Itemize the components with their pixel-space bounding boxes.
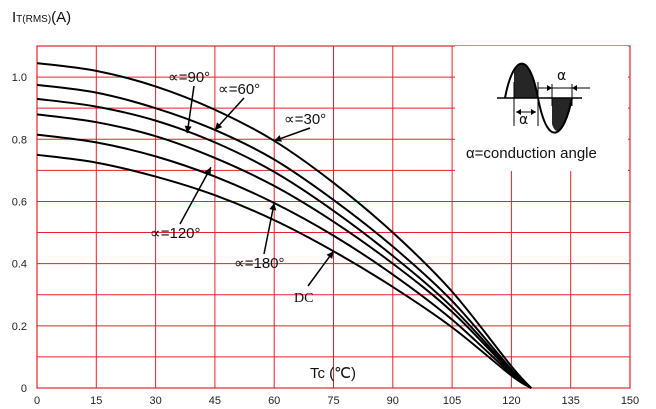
plot-frame (36, 45, 631, 389)
x-tick-label: 45 (209, 395, 221, 407)
y-tick-label: 0.4 (12, 259, 27, 271)
series-line (36, 62, 532, 389)
y-tick-label: 0.6 (12, 196, 27, 208)
x-axis-label: Tc (℃) (310, 365, 356, 382)
x-tick-label: 90 (387, 395, 399, 407)
y-axis-label: IT(RMS)(A) (12, 9, 71, 26)
series-line (36, 113, 532, 389)
annotation-arrowhead (214, 122, 223, 130)
x-tick-label: 135 (562, 395, 580, 407)
series-annotation: DC (294, 291, 313, 306)
y-tick-label: 0.8 (12, 134, 27, 146)
annotation-arrowhead (204, 167, 211, 176)
x-tick-label: 75 (327, 395, 339, 407)
y-tick-label: 0.2 (12, 321, 27, 333)
series-annotation: ∝=120° (150, 225, 201, 242)
x-tick-label: 105 (443, 395, 461, 407)
series-line (36, 153, 532, 389)
annotation-arrowhead (326, 251, 334, 259)
series-line (36, 133, 532, 389)
x-tick-label: 150 (621, 395, 639, 407)
x-tick-label: 120 (502, 395, 520, 407)
annotation-arrow (186, 85, 195, 134)
annotation-arrowhead (269, 203, 277, 211)
series-annotation: ∝=60° (218, 81, 260, 98)
x-tick-label: 60 (268, 395, 280, 407)
inset-alpha-bottom: α (519, 112, 528, 128)
annotation-arrowhead (184, 125, 192, 134)
annotation-arrow (179, 166, 212, 225)
annotation-arrow (263, 202, 275, 255)
y-tick-label: 1.0 (12, 72, 27, 84)
inset-caption: α=conduction angle (466, 145, 597, 162)
axes: 0 15 30 45 60 75 90 105 120 135 150 0 0.2 0.4 0.6 0.8 1.… (12, 72, 639, 407)
series-annotation: ∝=90° (168, 69, 210, 86)
annotation-arrowhead (274, 135, 282, 142)
series-line (36, 83, 532, 389)
series-line (36, 97, 532, 389)
annotation-arrow (214, 97, 245, 131)
annotations: ∝=90° ∝=60° ∝=30° ∝=120° ∝=180° DC (150, 69, 335, 306)
x-tick-label: 15 (90, 395, 102, 407)
y-tick-label: 0 (21, 383, 27, 395)
x-tick-label: 30 (149, 395, 161, 407)
series-annotation: ∝=30° (284, 111, 326, 128)
inset-waveform: α α α=conduction angle (455, 46, 628, 171)
inset-alpha-top: α (557, 68, 566, 84)
x-tick-label: 0 (34, 395, 40, 407)
series-lines (36, 62, 532, 389)
series-annotation: ∝=180° (234, 255, 285, 272)
annotation-arrow (307, 250, 335, 287)
